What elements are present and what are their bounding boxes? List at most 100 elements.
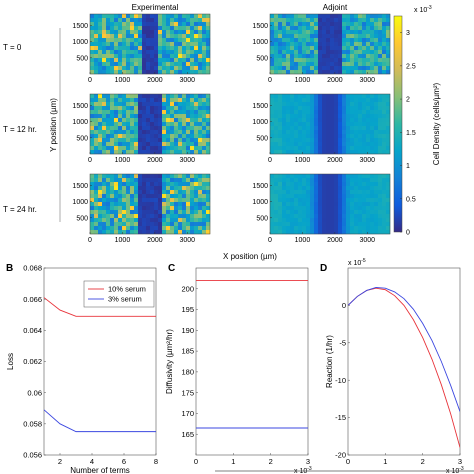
heatmap-cell — [298, 114, 303, 119]
x-tick-label: 1 — [383, 457, 387, 466]
heatmap-cell — [346, 42, 351, 47]
heatmap-cell — [386, 122, 391, 127]
heatmap-cell — [338, 66, 343, 71]
heatmap-cell — [334, 150, 339, 155]
heatmap-cell — [330, 38, 335, 43]
heatmap-cell — [138, 50, 143, 55]
heatmap-cell — [382, 130, 387, 135]
heatmap-cell — [102, 226, 107, 231]
heatmap-cell — [98, 202, 103, 207]
heatmap-cell — [310, 70, 315, 75]
heatmap-cell — [274, 222, 279, 227]
heatmap-cell — [322, 134, 327, 139]
heatmap-cell — [330, 118, 335, 123]
heatmap-cell — [346, 214, 351, 219]
heatmap-cell — [346, 134, 351, 139]
heatmap-cell — [350, 190, 355, 195]
heatmap-cell — [290, 186, 295, 191]
heatmap-cell — [286, 226, 291, 231]
heatmap-cell — [130, 54, 135, 59]
heatmap-cell — [354, 218, 359, 223]
heatmap-cell — [382, 150, 387, 155]
heatmap-cell — [126, 94, 131, 99]
heatmap-cell — [314, 138, 319, 143]
heatmap-cell — [298, 118, 303, 123]
heatmap-cell — [290, 134, 295, 139]
heatmap-cell — [286, 102, 291, 107]
heatmap-cell — [94, 122, 99, 127]
heatmap-cell — [374, 110, 379, 115]
heatmap-cell — [342, 94, 347, 99]
heatmap-cell — [182, 190, 187, 195]
heatmap-cell — [338, 62, 343, 67]
heatmap-cell — [330, 202, 335, 207]
y-tick-label: 0.066 — [23, 295, 42, 304]
heatmap-cell — [382, 186, 387, 191]
heatmap-cell — [190, 150, 195, 155]
x-tick-label: 3000 — [180, 77, 196, 84]
heatmap-cell — [322, 70, 327, 75]
colorbar-tick-label: 1 — [406, 163, 410, 170]
heatmap-cell — [166, 202, 171, 207]
heatmap-cell — [374, 114, 379, 119]
heatmap-cell — [346, 198, 351, 203]
heatmap-cell — [138, 26, 143, 31]
heatmap-cell — [166, 218, 171, 223]
heatmap-cell — [182, 26, 187, 31]
heatmap-cell — [122, 190, 127, 195]
heatmap-cell — [354, 54, 359, 59]
heatmap-cell — [178, 218, 183, 223]
heatmap-cell — [206, 198, 211, 203]
heatmap-cell — [138, 118, 143, 123]
heatmap-cell — [190, 210, 195, 215]
heatmap-cell — [310, 134, 315, 139]
heatmap-cell — [286, 202, 291, 207]
heatmap-cell — [382, 102, 387, 107]
heatmap-cell — [90, 46, 95, 51]
heatmap-cell — [342, 206, 347, 211]
heatmap-cell — [326, 138, 331, 143]
heatmap-cell — [378, 226, 383, 231]
heatmap-cell — [142, 146, 147, 151]
heatmap-cell — [306, 134, 311, 139]
heatmap-cell — [122, 42, 127, 47]
heatmap-cell — [278, 30, 283, 35]
heatmap-cell — [334, 118, 339, 123]
heatmap-cell — [150, 150, 155, 155]
heatmap-cell — [186, 150, 191, 155]
heatmap-cell — [198, 218, 203, 223]
heatmap-cell — [306, 122, 311, 127]
heatmap-cell — [354, 130, 359, 135]
heatmap-cell — [182, 18, 187, 23]
heatmap-cell — [178, 110, 183, 115]
heatmap-cell — [290, 14, 295, 19]
heatmap-cell — [342, 222, 347, 227]
heatmap-cell — [186, 62, 191, 67]
heatmap-cell — [334, 138, 339, 143]
heatmap-cell — [186, 118, 191, 123]
heatmap-cell — [170, 18, 175, 23]
heatmap-cell — [374, 102, 379, 107]
heatmap-cell — [326, 126, 331, 131]
heatmap-cell — [162, 218, 167, 223]
heatmap-cell — [126, 226, 131, 231]
heatmap-cell — [90, 202, 95, 207]
heatmap-cell — [334, 218, 339, 223]
heatmap-cell — [382, 198, 387, 203]
heatmap-cell — [298, 146, 303, 151]
heatmap-cell — [134, 202, 139, 207]
heatmap-cell — [142, 206, 147, 211]
heatmap-cell — [102, 38, 107, 43]
heatmap-cell — [374, 142, 379, 147]
heatmap-cell — [182, 198, 187, 203]
heatmap-cell — [106, 198, 111, 203]
heatmap-cell — [370, 210, 375, 215]
heatmap-cell — [174, 202, 179, 207]
heatmap-cell — [290, 130, 295, 135]
x-tick-label: 2 — [269, 457, 273, 466]
heatmap-cell — [286, 130, 291, 135]
heatmap-cell — [334, 122, 339, 127]
heatmap-cell — [382, 222, 387, 227]
heatmap-cell — [302, 94, 307, 99]
heatmap-cell — [206, 142, 211, 147]
